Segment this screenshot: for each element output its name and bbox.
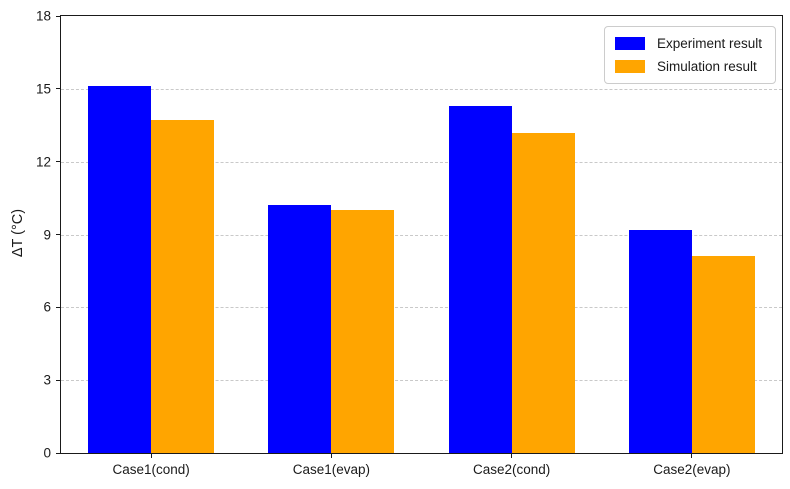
y-tick-label-15: 15 — [35, 81, 51, 97]
bar-simulation-result-case1-evap — [331, 210, 395, 453]
bar-experiment-result-case1-cond — [88, 86, 152, 453]
legend-swatch-simulation-icon — [614, 60, 645, 73]
x-tick-label-case1-cond: Case1(cond) — [112, 462, 190, 477]
bar-experiment-result-case2-cond — [448, 105, 512, 453]
bar-experiment-result-case1-evap — [268, 205, 332, 453]
x-tick-label-case1-evap: Case1(evap) — [292, 462, 371, 477]
y-tick-label-0: 0 — [43, 445, 51, 461]
gridline-y-6 — [61, 307, 782, 309]
y-tick-label-6: 6 — [43, 299, 51, 315]
y-tick-mark-12 — [56, 161, 61, 163]
gridline-y-3 — [61, 380, 782, 382]
x-tick-label-case2-cond: Case2(cond) — [472, 462, 551, 477]
y-tick-mark-0 — [56, 452, 61, 454]
y-tick-mark-6 — [56, 306, 61, 308]
legend-item-experiment: Experiment result — [614, 36, 762, 51]
bar-simulation-result-case2-cond — [511, 132, 575, 453]
gridline-y-9 — [61, 234, 782, 236]
legend-swatch-experiment-icon — [614, 37, 645, 50]
y-tick-label-18: 18 — [35, 8, 51, 24]
legend-label-experiment: Experiment result — [656, 36, 762, 51]
y-tick-label-12: 12 — [35, 154, 51, 170]
y-tick-label-9: 9 — [43, 227, 51, 242]
bar-simulation-result-case1-cond — [151, 120, 215, 453]
y-tick-mark-3 — [56, 379, 61, 381]
bar-experiment-result-case2-evap — [628, 229, 692, 453]
x-tick-mark-case1-evap — [330, 453, 332, 458]
gridline-y-12 — [61, 161, 782, 163]
y-tick-mark-18 — [56, 15, 61, 17]
bar-simulation-result-case2-evap — [691, 256, 755, 453]
legend-label-simulation: Simulation result — [656, 59, 757, 74]
legend: Experiment result Simulation result — [603, 26, 776, 84]
y-tick-label-3: 3 — [43, 372, 51, 388]
y-tick-mark-15 — [56, 88, 61, 90]
x-tick-mark-case2-evap — [691, 453, 693, 458]
x-tick-label-case2-evap: Case2(evap) — [653, 462, 731, 477]
x-tick-mark-case1-cond — [150, 453, 152, 458]
y-tick-mark-9 — [56, 234, 61, 235]
plot-area: Experiment result Simulation result 0 3 6 9… — [36, 9, 783, 477]
legend-item-simulation: Simulation result — [614, 59, 762, 74]
gridline-y-15 — [61, 88, 782, 90]
y-axis-title: ΔT (°C) — [10, 208, 26, 258]
x-tick-mark-case2-cond — [511, 453, 513, 458]
